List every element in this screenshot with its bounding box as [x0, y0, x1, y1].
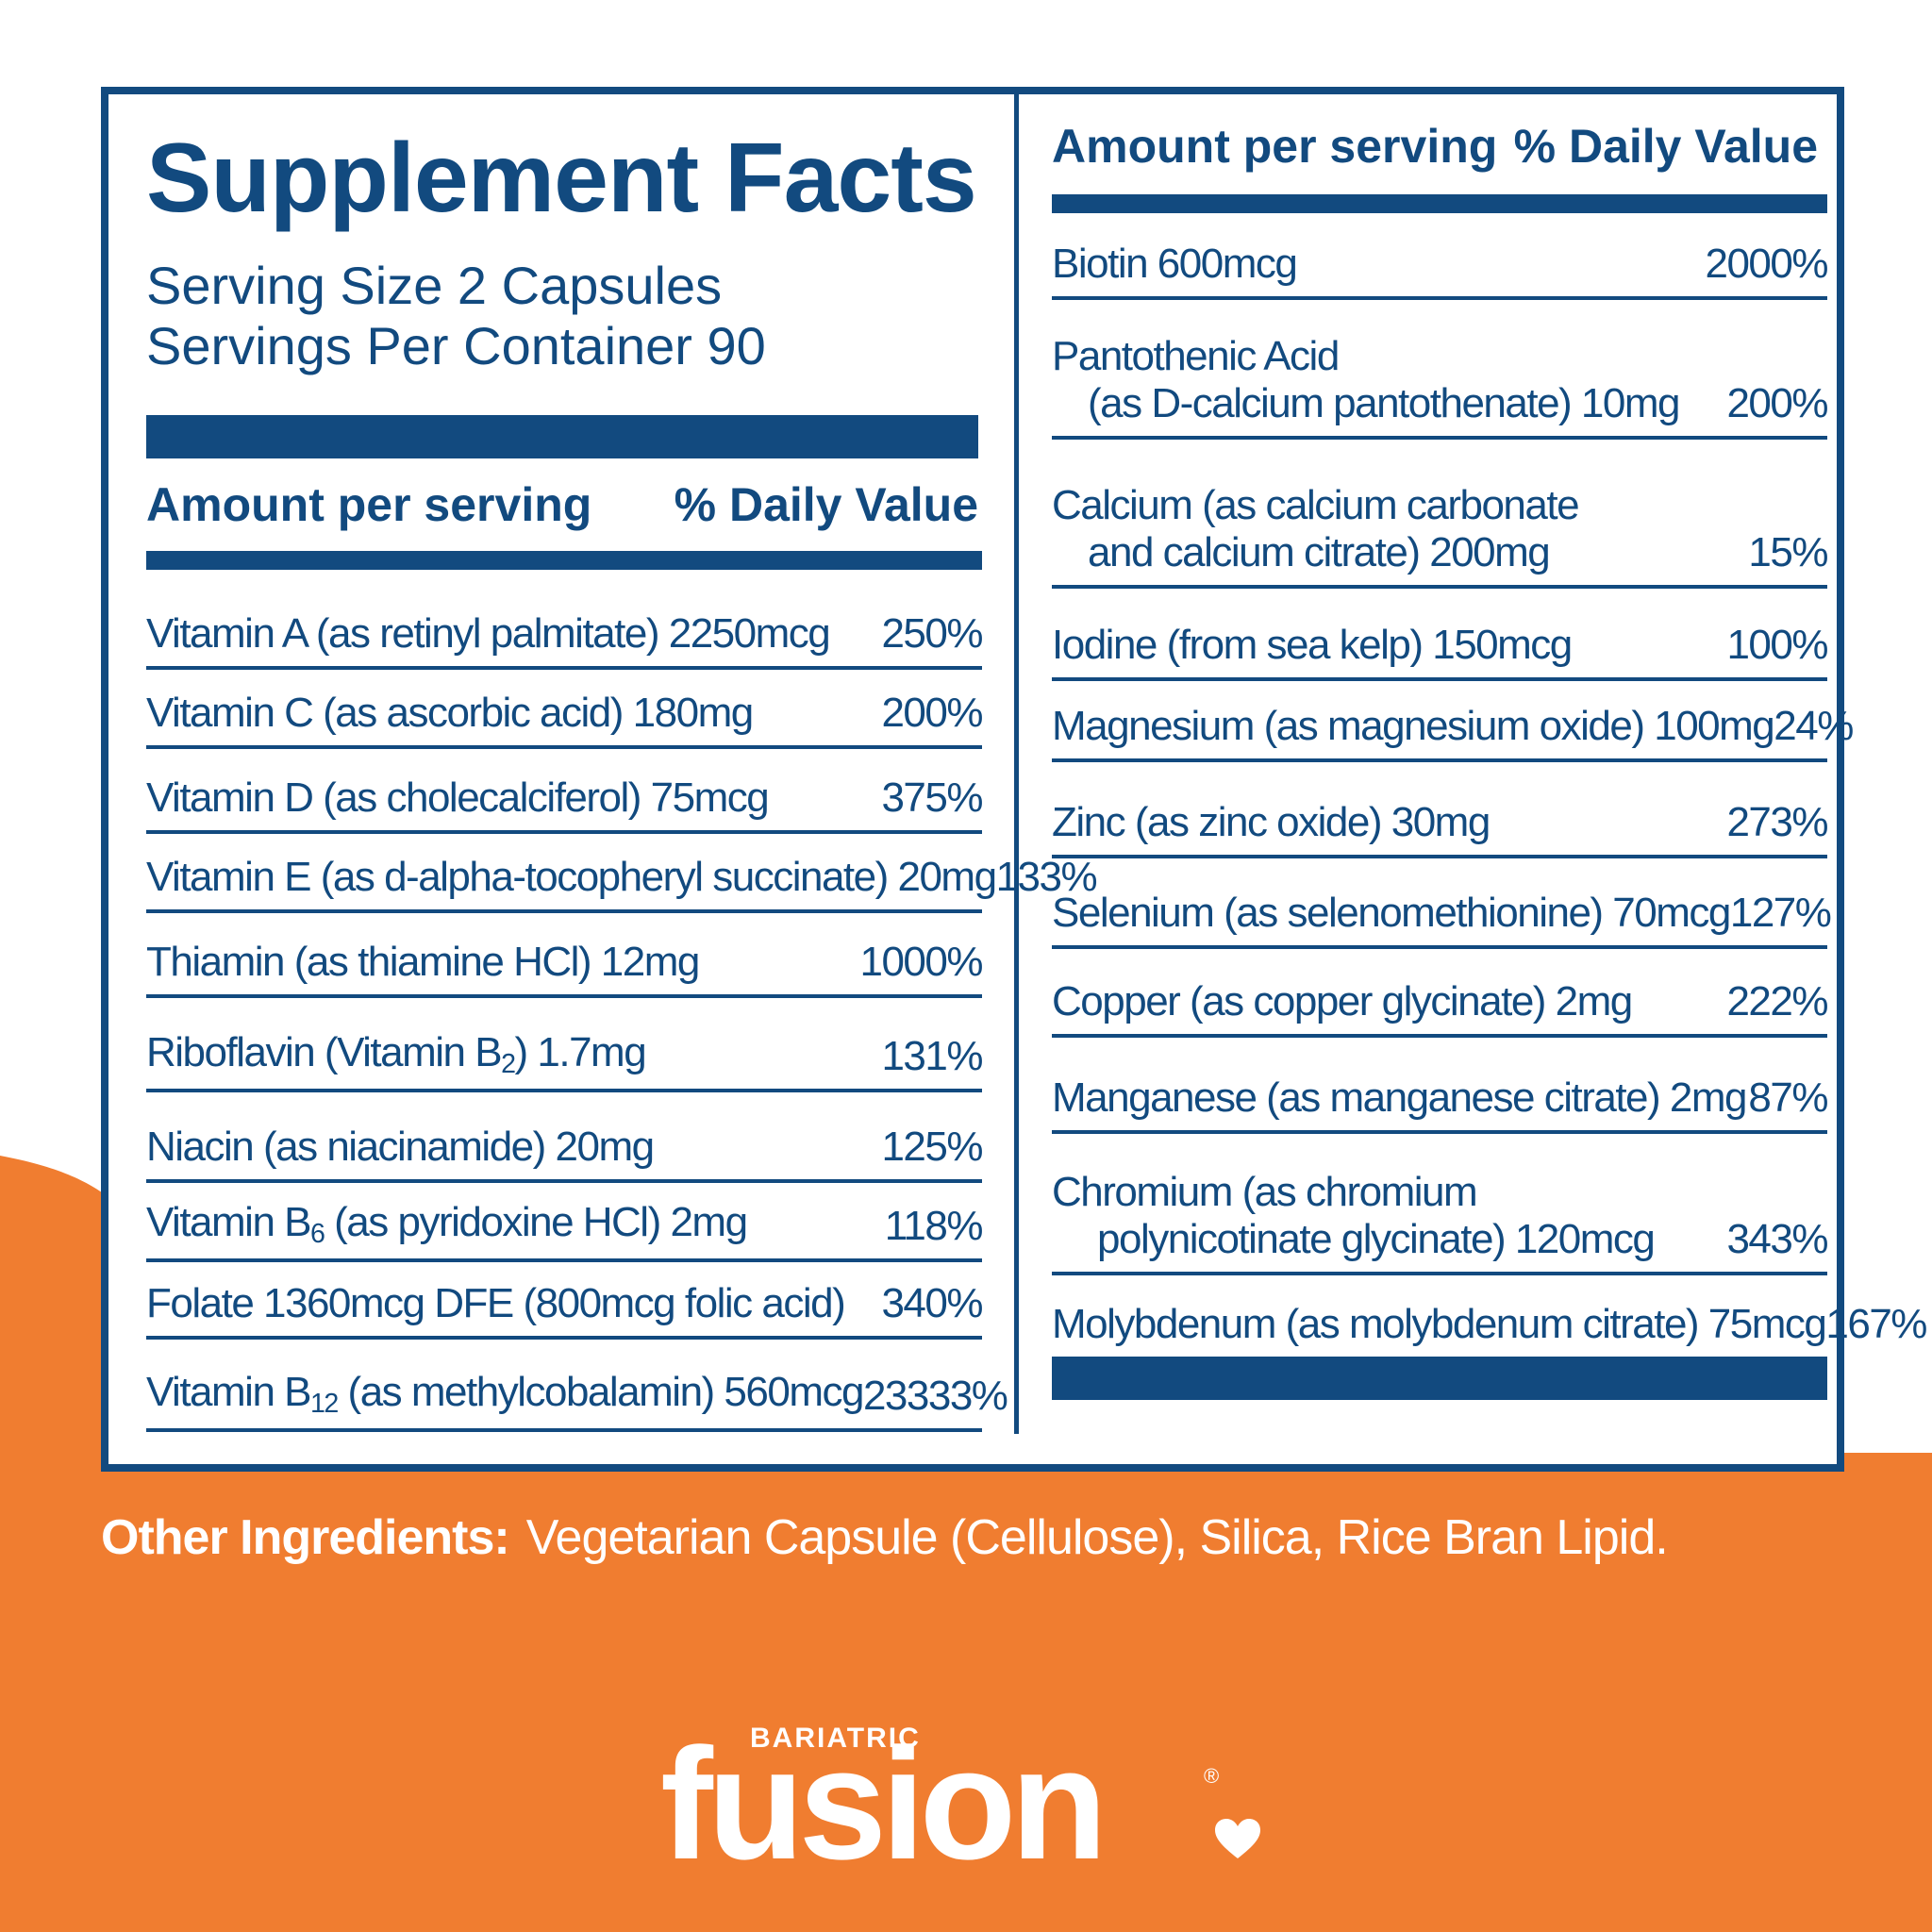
daily-value: 375% [881, 774, 983, 821]
nutrient-name: Thiamin (as thiamine HCl) 12mg [146, 938, 700, 985]
header-rule [146, 551, 982, 570]
nutrient-row: Manganese (as manganese citrate) 2mg 87% [1052, 1038, 1828, 1134]
daily-value: 222% [1726, 977, 1828, 1024]
nutrient-row: Vitamin C (as ascorbic acid) 180mg 200% [146, 670, 983, 749]
daily-value: 250% [881, 609, 983, 657]
nutrient-row: Vitamin B6 (as pyridoxine HCl) 2mg 118% [146, 1183, 984, 1262]
nutrient-name: Chromium (as chromium polynicotinate glyc… [1052, 1169, 1656, 1262]
supplement-facts-panel: Supplement Facts Serving Size 2 Capsules… [101, 87, 1927, 1472]
serving-size: Serving Size 2 Capsules [146, 256, 723, 315]
nutrient-name: Vitamin A (as retinyl palmitate) 2250mcg [146, 609, 831, 657]
nutrient-name: Zinc (as zinc oxide) 30mg [1052, 798, 1491, 845]
daily-value: 340% [881, 1279, 983, 1326]
nutrient-name: Copper (as copper glycinate) 2mg [1052, 977, 1633, 1024]
daily-value: 24% [1774, 702, 1854, 749]
daily-value: 131% [881, 1032, 983, 1079]
daily-value: 127% [1729, 889, 1832, 936]
nutrient-row: Vitamin D (as cholecalciferol) 75mcg 375… [146, 749, 983, 834]
nutrient-name: Molybdenum (as molybdenum citrate) 75mcg [1052, 1300, 1827, 1347]
amount-per-serving-label: Amount per serving [1052, 120, 1498, 173]
nutrient-row: Pantothenic Acid (as D-calcium pantothena… [1052, 300, 1828, 440]
nutrient-row: Thiamin (as thiamine HCl) 12mg 1000% [146, 913, 983, 998]
daily-value: 100% [1726, 621, 1828, 668]
page-title: Supplement Facts [146, 124, 977, 233]
logo-wordmark: fusion [660, 1715, 1108, 1892]
daily-value: 200% [881, 689, 983, 736]
nutrient-name: Pantothenic Acid (as D-calcium pantothena… [1052, 333, 1681, 426]
daily-value: 200% [1726, 379, 1828, 426]
nutrient-name: Calcium (as calcium carbonate and calcium… [1052, 482, 1580, 575]
nutrient-row: Vitamin A (as retinyl palmitate) 2250mcg… [146, 585, 983, 670]
nutrient-row: Riboflavin (Vitamin B2) 1.7mg 131% [146, 998, 983, 1092]
nutrient-row: Folate 1360mcg DFE (800mcg folic acid) 3… [146, 1262, 983, 1340]
logo-subtitle: BARIATRIC [750, 1723, 921, 1754]
nutrient-name: Folate 1360mcg DFE (800mcg folic acid) [146, 1279, 846, 1326]
nutrient-row: Copper (as copper glycinate) 2mg 222% [1052, 949, 1828, 1038]
nutrient-name: Niacin (as niacinamide) 20mg [146, 1123, 655, 1170]
daily-value: 2000% [1705, 240, 1828, 287]
nutrient-row: Biotin 600mcg 2000% [1052, 213, 1828, 300]
nutrient-row: Iodine (from sea kelp) 150mcg 100% [1052, 589, 1828, 681]
nutrient-name: Selenium (as selenomethionine) 70mcg [1052, 889, 1731, 936]
header-rule [1052, 194, 1827, 213]
nutrient-row: Vitamin B12 (as methylcobalamin) 560mcg … [146, 1340, 1008, 1432]
brand-logo: fusion BARIATRIC ® [660, 1715, 1274, 1883]
daily-value: 273% [1726, 798, 1828, 845]
registered-mark: ® [1204, 1764, 1220, 1788]
daily-value: 343% [1726, 1215, 1828, 1262]
nutrient-name: Vitamin C (as ascorbic acid) 180mg [146, 689, 754, 736]
nutrient-name: Vitamin B12 (as methylcobalamin) 560mcg [146, 1368, 864, 1419]
daily-value-label: % Daily Value [674, 478, 978, 531]
other-ingredients-text: Vegetarian Capsule (Cellulose), Silica, … [525, 1510, 1669, 1565]
daily-value: 133% [995, 853, 1098, 900]
nutrient-name: Biotin 600mcg [1052, 240, 1298, 287]
left-header: Amount per serving % Daily Value [146, 472, 978, 538]
nutrient-name: Manganese (as manganese citrate) 2mg [1052, 1074, 1747, 1121]
nutrient-row: Zinc (as zinc oxide) 30mg 273% [1052, 762, 1828, 858]
daily-value: 23333% [862, 1372, 1008, 1419]
nutrient-row: Chromium (as chromium polynicotinate glyc… [1052, 1134, 1828, 1275]
nutrient-name: Vitamin E (as d-alpha-tocopheryl succina… [146, 853, 997, 900]
daily-value: 125% [881, 1123, 983, 1170]
nutrient-row: Calcium (as calcium carbonate and calcium… [1052, 440, 1828, 589]
daily-value: 15% [1748, 528, 1828, 575]
thick-rule [146, 415, 978, 458]
daily-value: 167% [1825, 1300, 1927, 1347]
daily-value: 1000% [859, 938, 983, 985]
right-header: Amount per serving % Daily Value [1052, 113, 1818, 179]
daily-value: 118% [884, 1202, 984, 1249]
amount-per-serving-label: Amount per serving [146, 478, 592, 531]
nutrient-name: Magnesium (as magnesium oxide) 100mg [1052, 702, 1775, 749]
nutrient-name: Riboflavin (Vitamin B2) 1.7mg [146, 1028, 647, 1079]
servings-per-container: Servings Per Container 90 [146, 316, 766, 375]
nutrient-name: Vitamin D (as cholecalciferol) 75mcg [146, 774, 770, 821]
nutrient-row: Vitamin E (as d-alpha-tocopheryl succina… [146, 834, 1098, 913]
daily-value: 87% [1748, 1074, 1828, 1121]
nutrient-row: Niacin (as niacinamide) 20mg 125% [146, 1092, 983, 1183]
other-ingredients-label: Other Ingredients: [101, 1510, 510, 1565]
column-divider [1014, 94, 1019, 1434]
right-nutrient-list: Biotin 600mcg 2000% Pantothenic Acid (as … [1052, 213, 1927, 1357]
left-nutrient-list: Vitamin A (as retinyl palmitate) 2250mcg… [146, 585, 1098, 1432]
nutrient-row: Magnesium (as magnesium oxide) 100mg 24% [1052, 681, 1854, 762]
other-ingredients: Other Ingredients: Vegetarian Capsule (Ce… [101, 1509, 1669, 1566]
nutrient-row: Selenium (as selenomethionine) 70mcg 127… [1052, 858, 1832, 949]
nutrient-name: Iodine (from sea kelp) 150mcg [1052, 621, 1573, 668]
heart-icon [1215, 1819, 1260, 1858]
thick-rule [1052, 1357, 1827, 1400]
nutrient-row: Molybdenum (as molybdenum citrate) 75mcg… [1052, 1275, 1927, 1357]
daily-value-label: % Daily Value [1513, 120, 1818, 173]
nutrient-name: Vitamin B6 (as pyridoxine HCl) 2mg [146, 1198, 748, 1249]
